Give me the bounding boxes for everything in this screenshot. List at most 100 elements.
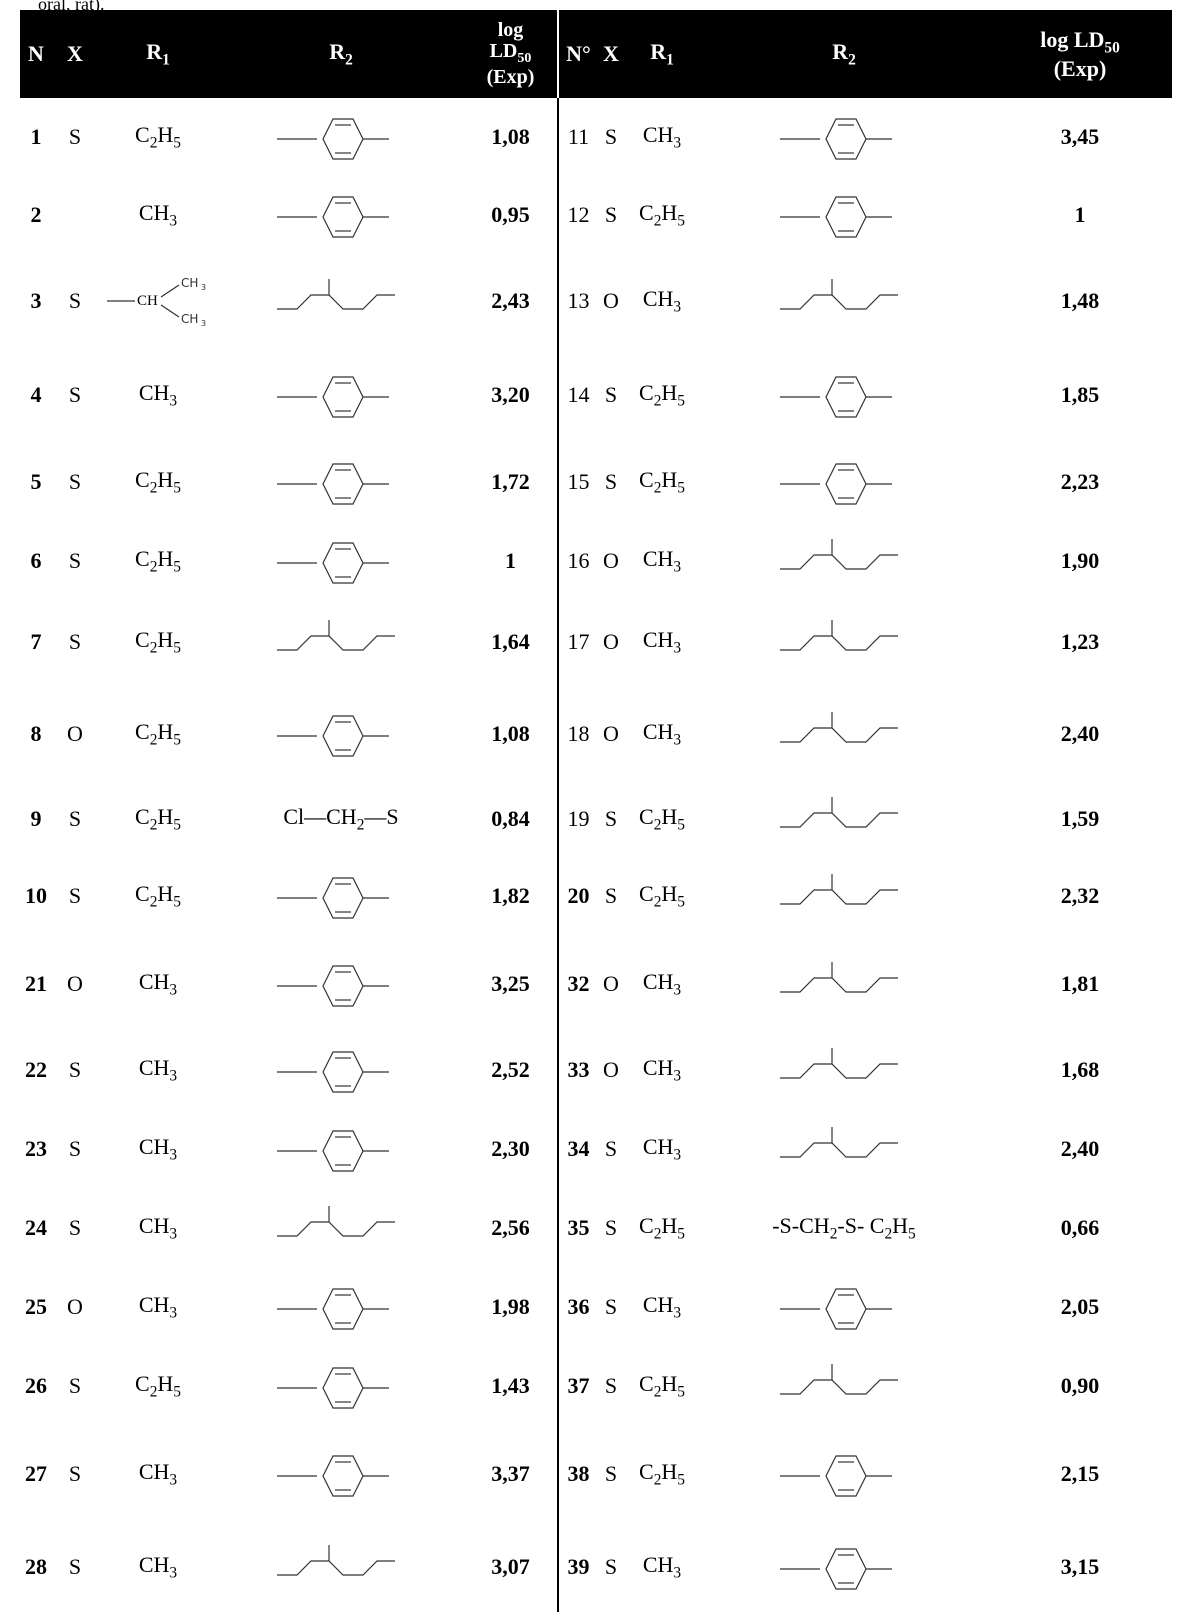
compound-number: 26 <box>25 1373 47 1398</box>
r1-group: C2H5 <box>624 1426 700 1522</box>
r1-group: CH3 <box>98 938 218 1030</box>
x-atom: S <box>68 382 82 407</box>
log-ld50-value: 3,45 <box>1060 124 1100 149</box>
methylcarbamoyl-methylthio-structure-icon <box>780 712 898 743</box>
table-row: 4 S CH3 3,20 14 S C2H5 1,85 <box>20 348 1172 442</box>
x-atom: O <box>603 971 619 996</box>
log-ld50-value: 1,64 <box>464 600 559 684</box>
compound-number: 37 <box>567 1373 590 1398</box>
r1-formula: C2H5 <box>639 803 685 834</box>
log-ld50-value: 0,95 <box>464 176 559 254</box>
x-atom <box>52 176 98 254</box>
r1-formula: CH3 <box>642 968 682 999</box>
log-ld50-value: 1 <box>1074 202 1086 227</box>
r1-group: C2H5 <box>624 784 700 854</box>
col-header-ld-right: log LD50 (Exp) <box>988 10 1172 98</box>
methyl-nitrophenoxy-structure-icon <box>277 1051 389 1093</box>
log-ld50-value: 2,15 <box>1060 1461 1100 1486</box>
r1-formula: CH3 <box>138 199 178 230</box>
r2-group <box>218 254 464 348</box>
r1-formula: CH3 <box>138 1551 178 1582</box>
r2-group: -S-CH2-S- C2H5 <box>700 1188 988 1268</box>
r2-group <box>218 938 464 1030</box>
r2-group <box>700 254 988 348</box>
diethylamino-methylpyrimidinyloxy-structure-icon <box>780 1455 892 1497</box>
x-atom: S <box>68 1136 82 1161</box>
log-ld50-value: 2,30 <box>464 1110 559 1188</box>
bromodichlorophenoxy-structure-icon <box>277 376 389 418</box>
x-atom: S <box>604 883 618 908</box>
compound-number: 6 <box>30 548 42 573</box>
log-ld50-value: 2,43 <box>464 254 559 348</box>
r1-group: C2H5 <box>624 1346 700 1426</box>
r1-formula: CH3 <box>642 1133 682 1164</box>
compound-number: 21 <box>25 971 47 996</box>
r1-formula: C2H5 <box>639 199 685 230</box>
table-row: 24 S CH3 2,56 35 S C2H5 -S-CH2-S- C2H5 0… <box>20 1188 1172 1268</box>
x-atom: O <box>603 548 619 573</box>
log-ld50-value: 2,40 <box>1060 721 1100 746</box>
compound-number: 23 <box>25 1136 47 1161</box>
r1-group: C2H5 <box>98 1346 218 1426</box>
x-atom: S <box>604 1136 618 1161</box>
r1-group: CH3 <box>98 176 218 254</box>
compound-number: 2 <box>30 202 42 227</box>
r1-group: CH3 <box>624 98 700 176</box>
col-header-n-right: N° <box>558 10 598 98</box>
r2-group <box>218 522 464 600</box>
r1-formula: CH3 <box>642 718 682 749</box>
r2-group <box>700 442 988 522</box>
compound-number: 18 <box>567 721 590 746</box>
r2-group <box>700 854 988 938</box>
svg-text:3: 3 <box>201 283 206 292</box>
r1-formula: C2H5 <box>135 803 181 834</box>
r2-group <box>700 600 988 684</box>
log-ld50-value: 1,98 <box>464 1268 559 1346</box>
r2-group <box>218 684 464 784</box>
compound-number: 36 <box>567 1294 590 1319</box>
log-ld50-value: 2,32 <box>1060 883 1100 908</box>
col-header-r1-left: R1 <box>98 10 218 98</box>
log-ld50-value: 1,72 <box>464 442 559 522</box>
r1-group: C2H5 <box>98 98 218 176</box>
benzotriazinone-methylthio-structure-icon <box>277 196 389 238</box>
r1-formula: C2H5 <box>135 121 181 152</box>
r2-group <box>218 348 464 442</box>
table-row: 21 O CH3 3,25 32 O CH3 1,81 <box>20 938 1172 1030</box>
x-atom: S <box>604 1373 618 1398</box>
r2-formula: Cl—CH2—S <box>283 803 399 834</box>
r1-group: CH3 <box>98 1426 218 1522</box>
r2-group <box>700 684 988 784</box>
r2-group: Cl—CH2—S <box>218 784 464 854</box>
r2-group <box>218 1030 464 1110</box>
log-ld50-value: 3,25 <box>464 938 559 1030</box>
table-row: 3 S CH CH 3 CH 3 2,43 13 O CH3 1,48 <box>20 254 1172 348</box>
x-atom: S <box>68 1554 82 1579</box>
log-ld50-value: 2,56 <box>464 1188 559 1268</box>
compound-number: 15 <box>567 469 590 494</box>
log-ld50-value: 1,82 <box>464 854 559 938</box>
r1-formula: C2H5 <box>135 626 181 657</box>
log-ld50-value: 3,07 <box>464 1522 559 1612</box>
r1-group: C2H5 <box>98 854 218 938</box>
x-atom: S <box>68 629 82 654</box>
r1-group: C2H5 <box>98 784 218 854</box>
r1-group: C2H5 <box>624 1188 700 1268</box>
dichlorophenoxy-structure-icon <box>780 463 892 505</box>
r1-formula: CH3 <box>138 379 178 410</box>
r1-formula: C2H5 <box>639 466 685 497</box>
log-ld50-value: 3,20 <box>464 348 559 442</box>
compound-number: 8 <box>30 721 42 746</box>
x-atom: O <box>67 721 83 746</box>
r1-formula: CH3 <box>138 968 178 999</box>
r1-group: CH3 <box>98 348 218 442</box>
log-ld50-value: 0,90 <box>1060 1373 1100 1398</box>
r1-group: CH3 <box>624 254 700 348</box>
x-atom: O <box>603 629 619 654</box>
log-ld50-value: 2,23 <box>1060 469 1100 494</box>
r1-group: C2H5 <box>98 522 218 600</box>
x-atom: S <box>604 202 618 227</box>
x-atom: S <box>68 1373 82 1398</box>
phthalimido-chloroethylthio-structure-icon <box>780 376 892 418</box>
log-ld50-value: 0,66 <box>1060 1215 1100 1240</box>
